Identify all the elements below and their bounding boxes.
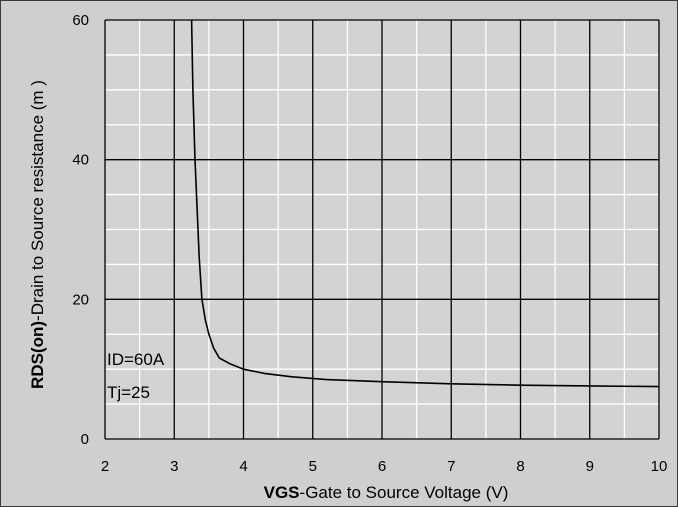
y-axis-title-text: -Drain to Source resistance (m ) [28, 80, 47, 321]
x-tick-labels: 2 3 4 5 6 7 8 9 10 [101, 458, 668, 475]
annotations: ID=60A Tj=25 [107, 350, 165, 402]
y-tick-label: 60 [72, 12, 89, 29]
curves [190, 19, 660, 388]
y-axis-title-symbol: RDS(on) [28, 321, 47, 389]
y-axis-title: RDS(on)-Drain to Source resistance (m ) [28, 80, 47, 389]
y-tick-labels: 0 20 40 60 [72, 12, 89, 448]
x-tick-label: 7 [447, 458, 455, 475]
y-tick-label: 20 [72, 291, 89, 308]
x-axis-title-text: -Gate to Source Voltage (V) [300, 483, 509, 502]
x-tick-label: 2 [101, 458, 109, 475]
annotation-label: Tj=25 [107, 383, 150, 402]
x-tick-label: 4 [239, 458, 247, 475]
y-tick-label: 40 [72, 152, 89, 169]
x-axis-title-symbol: VGS [264, 483, 300, 502]
x-tick-label: 10 [651, 458, 668, 475]
x-tick-label: 5 [309, 458, 317, 475]
x-tick-label: 9 [586, 458, 594, 475]
y-tick-label: 0 [81, 431, 89, 448]
series-line [190, 19, 660, 388]
x-tick-label: 6 [378, 458, 386, 475]
annotation-label: ID=60A [107, 350, 165, 369]
x-axis-title: VGS-Gate to Source Voltage (V) [264, 483, 509, 502]
x-tick-label: 3 [170, 458, 178, 475]
x-tick-label: 8 [516, 458, 524, 475]
